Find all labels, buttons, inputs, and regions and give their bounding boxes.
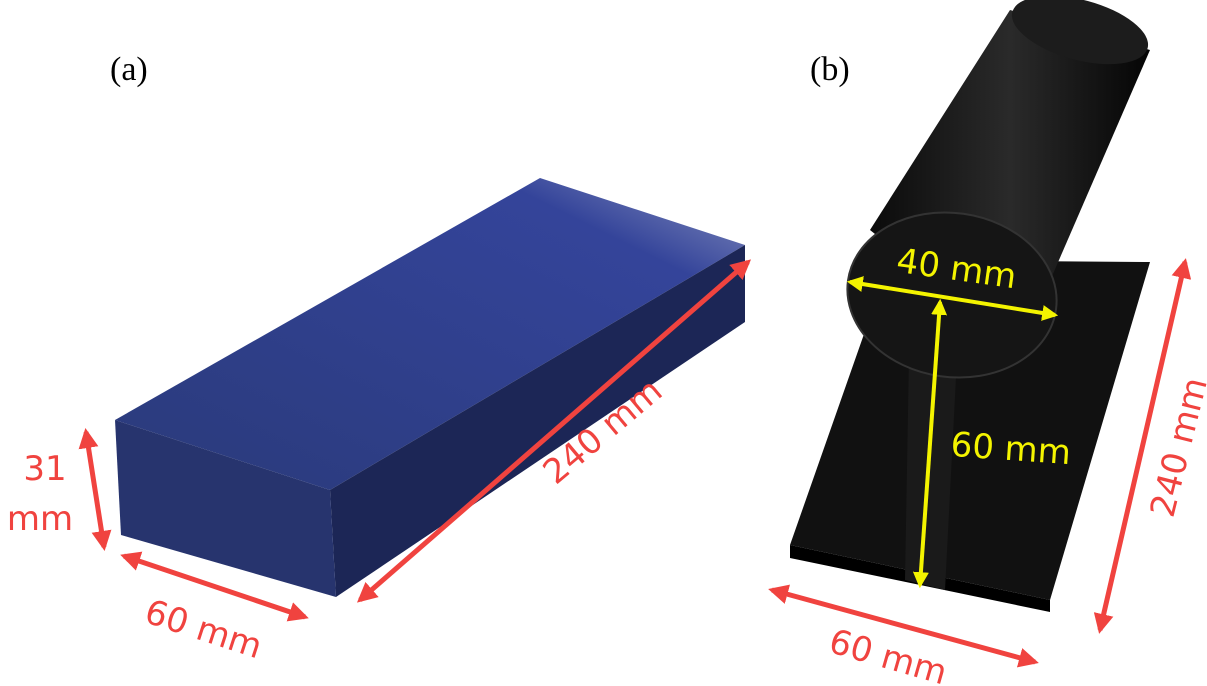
panel-a: (a) 31 mm 60 mm 240 mm: [7, 51, 752, 667]
length-arrow: [356, 259, 752, 603]
height-label: 60 mm: [949, 425, 1072, 473]
height-label: mm: [7, 499, 73, 539]
width-label: 60 mm: [140, 592, 267, 667]
length-arrow: [1093, 258, 1192, 634]
panel-label: (b): [810, 51, 850, 88]
panel-label: (a): [110, 51, 148, 88]
width-label: 60 mm: [825, 622, 952, 686]
cylinder-back: [1011, 0, 1149, 65]
width-arrow: [120, 551, 309, 622]
height-arrow: [912, 298, 948, 589]
height-arrow: [78, 428, 112, 551]
diameter-arrow: [846, 276, 1059, 321]
width-arrow: [768, 584, 1039, 668]
height-label: 31: [23, 449, 66, 489]
panel-b: (b) 40 mm 60 mm 60 mm 240 mm: [768, 0, 1207, 686]
